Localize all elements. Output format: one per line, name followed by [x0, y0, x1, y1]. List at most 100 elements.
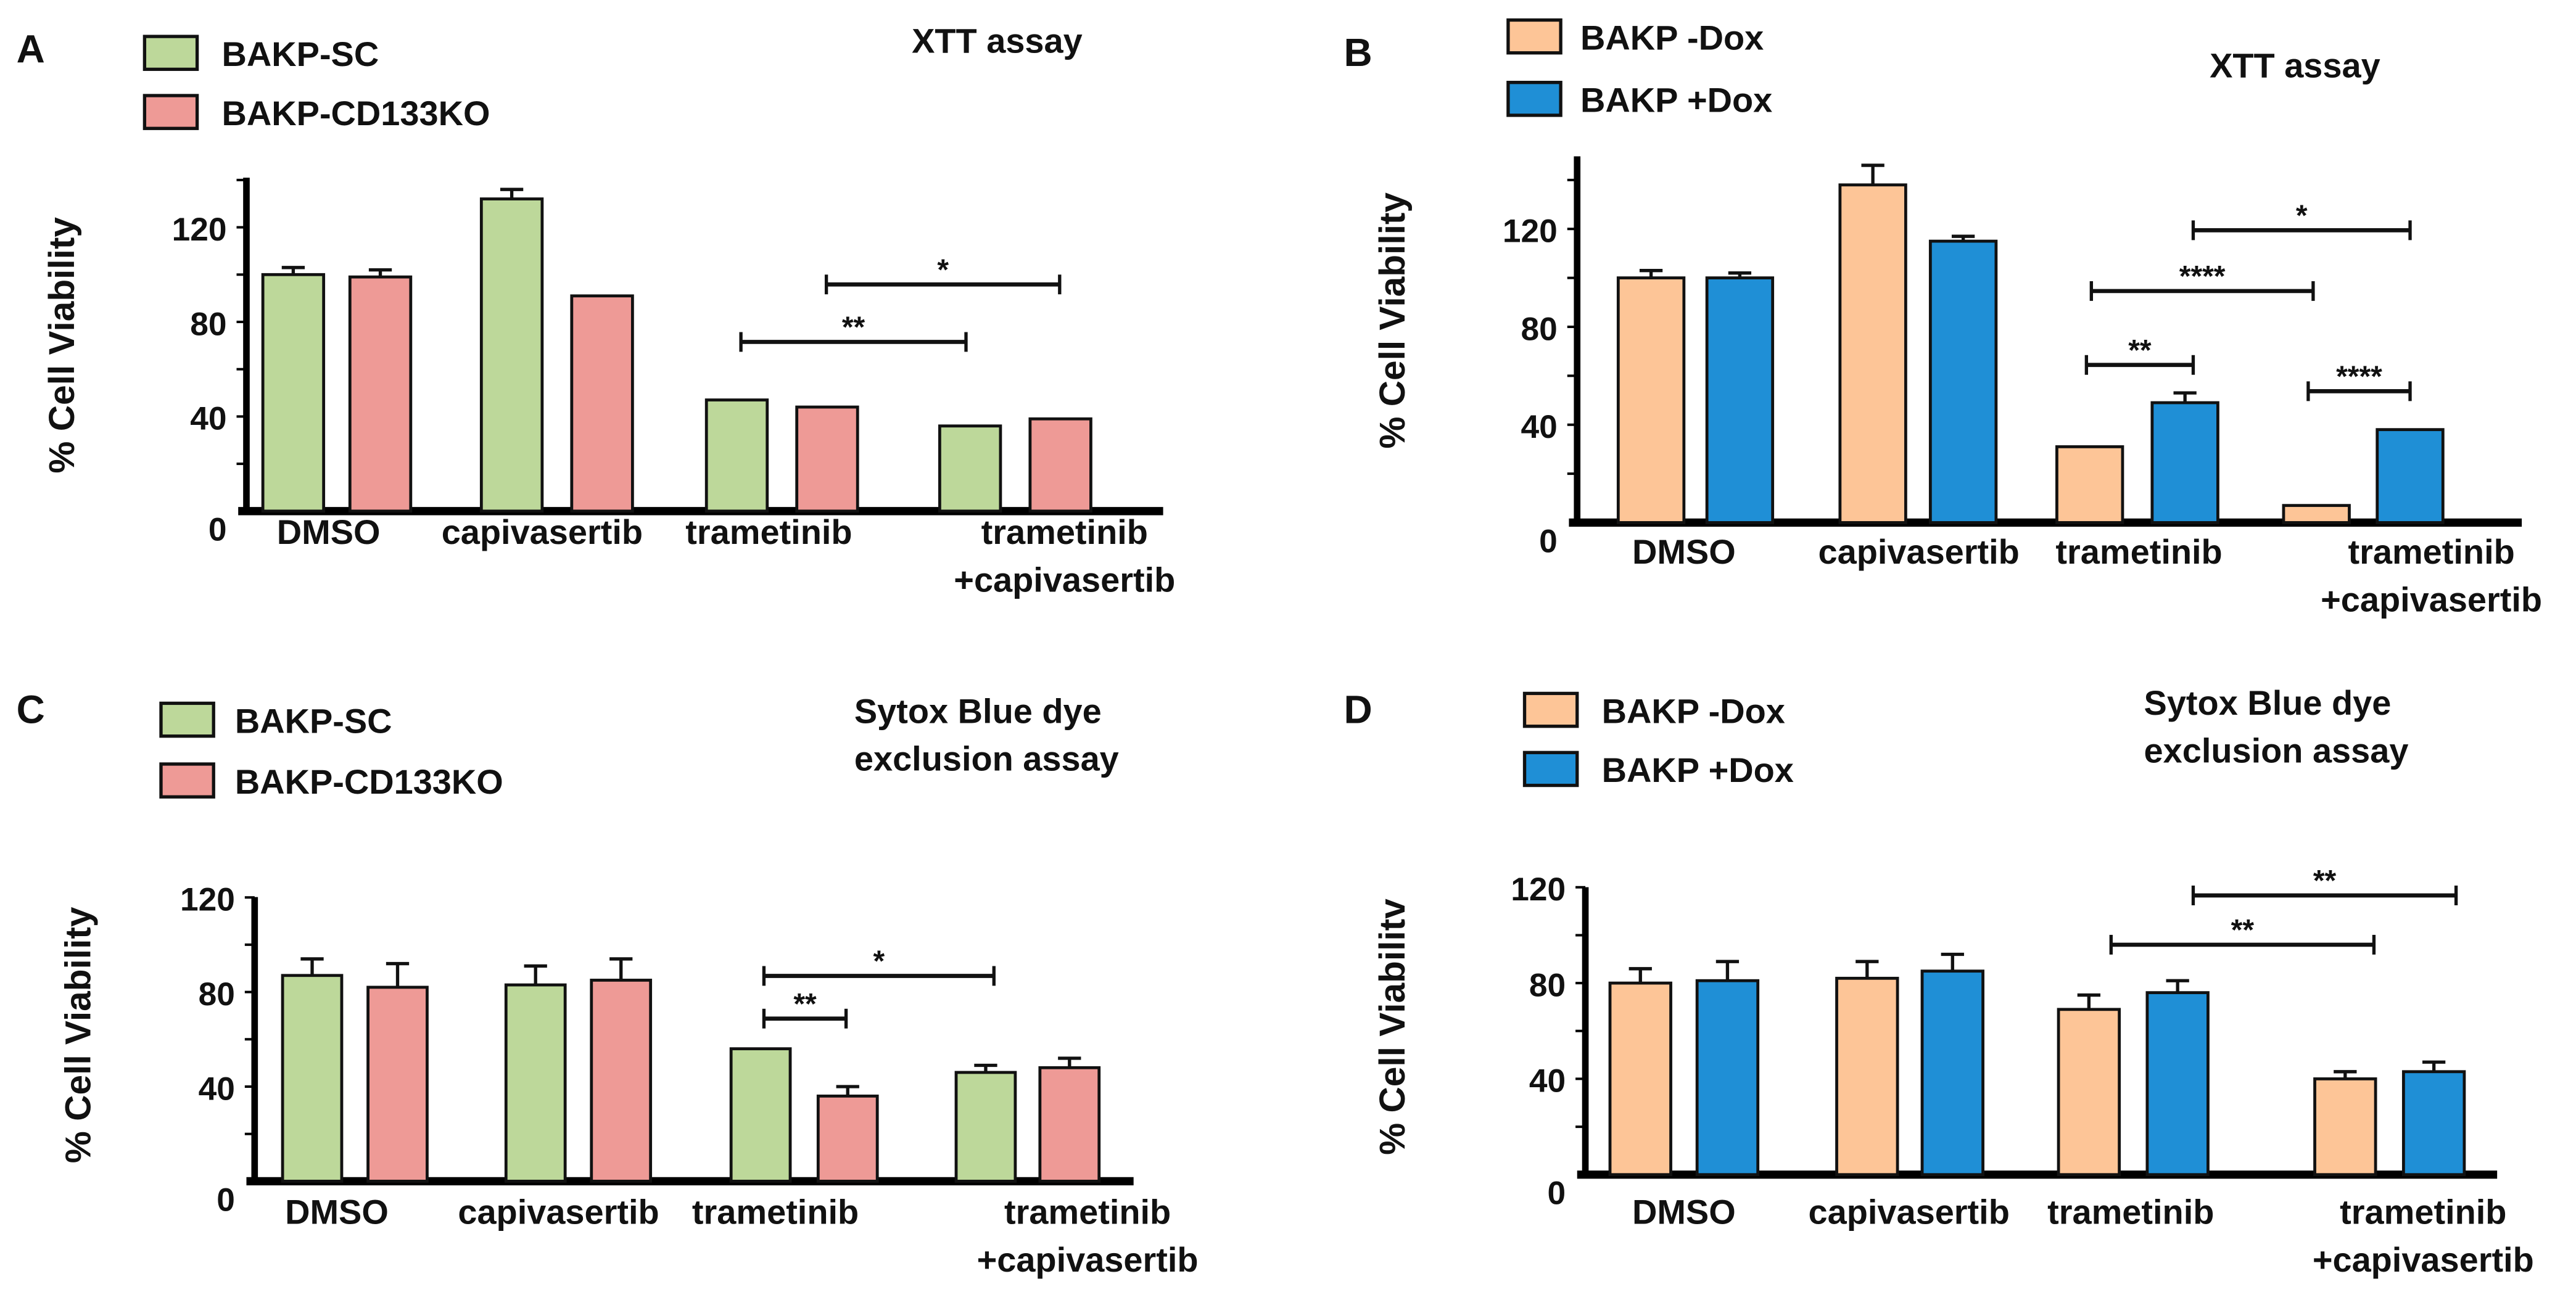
x-tick-label: trametinib — [1004, 1193, 1171, 1232]
bar-bakp-dox — [2145, 991, 2210, 1177]
x-tick-label: trametinib — [692, 1193, 859, 1232]
legend-label: BAKP-SC — [222, 35, 379, 73]
y-axis-label: % Cell Viability — [1373, 192, 1413, 449]
x-tick-label-line2: +capivasertib — [2321, 580, 2542, 619]
bar-bakp-dox — [2376, 428, 2445, 524]
y-axis-label: % Cell Viabilitv — [1373, 899, 1413, 1155]
bar-bakp-sc — [504, 983, 567, 1183]
chart-title-line2: exclusion assay — [2144, 731, 2409, 770]
panel-letter: C — [17, 687, 45, 731]
bar-bakp-cd133ko — [348, 275, 413, 513]
bar-bakp-dox — [1920, 969, 1984, 1177]
bar-bakp-cd133ko — [816, 1094, 879, 1183]
bar-bakp-cd133ko — [570, 294, 634, 513]
panel-letter: D — [1344, 687, 1373, 731]
significance-label: ** — [2128, 334, 2152, 367]
bar-bakp-sc — [261, 273, 326, 513]
significance-label: * — [937, 253, 949, 286]
significance-label: ** — [793, 988, 817, 1021]
legend-swatch — [1506, 81, 1563, 117]
x-tick-label-line2: +capivasertib — [2313, 1240, 2534, 1279]
bar-bakp-cd133ko — [795, 405, 859, 513]
legend-swatch — [159, 701, 215, 738]
x-tick-label-line2: +capivasertib — [977, 1240, 1199, 1279]
bar-bakp-dox — [1835, 976, 1899, 1177]
significance-label: * — [873, 945, 885, 978]
bar-bakp-sc — [954, 1071, 1017, 1183]
y-tick-label: 0 — [208, 512, 227, 548]
significance-label: * — [2296, 199, 2308, 232]
bar-bakp-cd133ko — [590, 979, 653, 1183]
x-tick-label: capivasertib — [442, 512, 643, 551]
bar-bakp-dox — [2282, 504, 2351, 524]
bar-bakp-sc — [729, 1047, 792, 1183]
y-tick-label: 0 — [217, 1182, 235, 1218]
panel-letter: A — [17, 27, 45, 72]
x-tick-label: DMSO — [277, 512, 381, 551]
y-tick-label: 40 — [190, 401, 226, 437]
y-tick-label: 120 — [172, 212, 227, 248]
significance-label: **** — [2336, 360, 2382, 393]
legend-label: BAKP-SC — [235, 701, 392, 740]
x-tick-label: trametinib — [981, 512, 1148, 551]
y-tick-label: 0 — [1539, 523, 1558, 559]
y-tick-label: 120 — [180, 882, 235, 918]
y-tick-label: 80 — [1521, 311, 1558, 347]
x-tick-label: DMSO — [1632, 1193, 1736, 1232]
legend-label: BAKP -Dox — [1580, 18, 1764, 57]
legend-swatch — [159, 762, 215, 799]
chart-title: XTT assay — [912, 22, 1083, 60]
bar-bakp-dox — [2401, 1070, 2466, 1177]
bar-bakp-sc — [479, 197, 544, 513]
panel-a: A XTT assay BAKP-SC BAKP-CD133KO % Cell Viab… — [17, 22, 1176, 599]
chart-title: Sytox Blue dye — [854, 691, 1102, 730]
y-tick-label: 80 — [190, 306, 226, 342]
legend-swatch — [1506, 18, 1563, 55]
y-axis-label: % Cell Viability — [42, 217, 82, 474]
x-tick-label: capivasertib — [1818, 532, 2020, 571]
y-tick-label: 120 — [1511, 871, 1566, 908]
bar-bakp-dox — [1616, 276, 1686, 524]
legend-label: BAKP-CD133KO — [235, 762, 503, 801]
panel-b: B XTT assay BAKP -Dox BAKP +Dox % Cell Viabi… — [1344, 18, 2543, 619]
bar-bakp-dox — [1608, 981, 1672, 1177]
legend-label: BAKP +Dox — [1580, 81, 1772, 120]
bar-bakp-dox — [1695, 979, 1760, 1177]
chart-title: XTT assay — [2210, 46, 2380, 85]
panel-letter: B — [1344, 30, 1373, 75]
x-tick-label-line2: +capivasertib — [954, 560, 1175, 599]
bar-bakp-dox — [1928, 239, 1998, 524]
bar-bakp-cd133ko — [1038, 1066, 1101, 1183]
x-tick-label: capivasertib — [458, 1193, 659, 1232]
legend-swatch — [1522, 751, 1579, 788]
y-tick-label: 120 — [1503, 213, 1558, 250]
x-tick-label: capivasertib — [1809, 1193, 2010, 1232]
x-tick-label: DMSO — [285, 1193, 389, 1232]
bar-bakp-dox — [1705, 276, 1775, 524]
significance-label: **** — [2179, 260, 2226, 293]
chart-title-line2: exclusion assay — [854, 739, 1119, 778]
panel-c: C Sytox Blue dye exclusion assay BAKP-SC BAK… — [17, 687, 1199, 1279]
bar-bakp-cd133ko — [1028, 417, 1092, 513]
significance-label: ** — [2313, 865, 2337, 897]
legend-swatch — [142, 35, 199, 72]
x-tick-label: trametinib — [2340, 1193, 2506, 1232]
chart-title: Sytox Blue dye — [2144, 683, 2392, 722]
legend-label: BAKP +Dox — [1602, 751, 1794, 789]
significance-label: ** — [2231, 914, 2255, 947]
y-tick-label: 80 — [199, 976, 235, 1013]
bar-bakp-cd133ko — [366, 985, 429, 1183]
y-tick-label: 40 — [1521, 409, 1558, 445]
x-tick-label: trametinib — [685, 512, 852, 551]
significance-label: ** — [842, 311, 865, 343]
y-tick-label: 40 — [199, 1071, 235, 1107]
legend-swatch — [1522, 691, 1579, 728]
bar-bakp-sc — [281, 974, 344, 1183]
bar-bakp-dox — [1838, 183, 1907, 524]
x-tick-label: trametinib — [2047, 1193, 2214, 1232]
y-tick-label: 40 — [1529, 1063, 1566, 1100]
bar-bakp-dox — [2055, 445, 2124, 524]
legend-label: BAKP -Dox — [1602, 691, 1785, 730]
bar-bakp-dox — [2313, 1077, 2377, 1177]
